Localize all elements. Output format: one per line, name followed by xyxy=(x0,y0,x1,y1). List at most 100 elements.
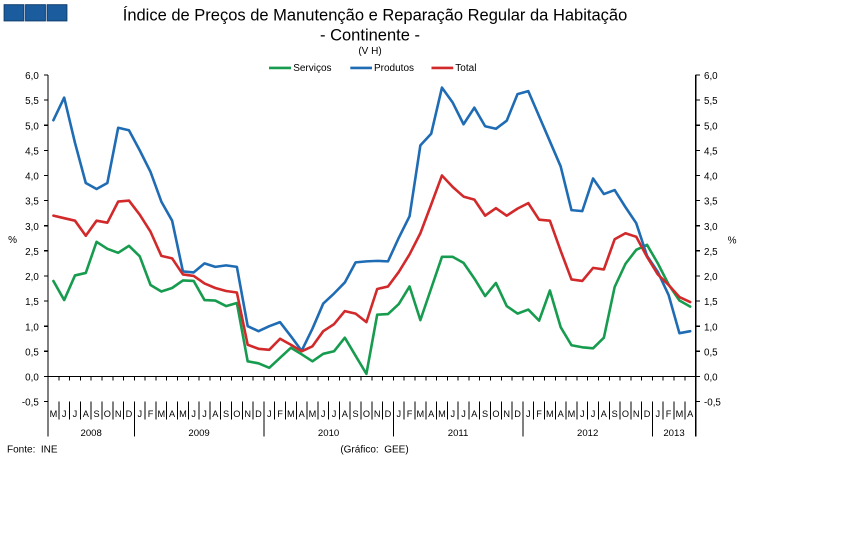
svg-text:Produtos: Produtos xyxy=(374,63,414,74)
svg-text:J: J xyxy=(137,409,142,419)
svg-text:D: D xyxy=(514,409,521,419)
svg-text:6,0: 6,0 xyxy=(25,71,39,82)
svg-text:J: J xyxy=(526,409,531,419)
svg-text:- Continente -: - Continente - xyxy=(320,26,420,44)
svg-text:D: D xyxy=(644,409,651,419)
svg-text:3,5: 3,5 xyxy=(704,197,718,208)
svg-text:S: S xyxy=(353,409,359,419)
svg-text:1,0: 1,0 xyxy=(25,322,39,333)
svg-text:4,5: 4,5 xyxy=(704,147,718,158)
svg-text:4,0: 4,0 xyxy=(704,172,718,183)
svg-text:J: J xyxy=(73,409,78,419)
svg-text:M: M xyxy=(287,409,295,419)
svg-text:F: F xyxy=(666,409,672,419)
svg-text:3,5: 3,5 xyxy=(25,197,39,208)
svg-text:2,0: 2,0 xyxy=(704,272,718,283)
svg-text:A: A xyxy=(169,409,176,419)
svg-text:O: O xyxy=(104,409,111,419)
svg-text:D: D xyxy=(126,409,133,419)
svg-text:M: M xyxy=(676,409,684,419)
svg-text:J: J xyxy=(321,409,326,419)
svg-text:N: N xyxy=(115,409,122,419)
svg-text:-0,5: -0,5 xyxy=(704,398,721,409)
svg-text:N: N xyxy=(374,409,381,419)
svg-text:%: % xyxy=(728,235,737,246)
svg-text:2,5: 2,5 xyxy=(25,247,39,258)
svg-text:4,0: 4,0 xyxy=(25,172,39,183)
svg-text:Serviços: Serviços xyxy=(293,63,331,74)
svg-text:J: J xyxy=(656,409,661,419)
svg-text:N: N xyxy=(633,409,640,419)
svg-text:J: J xyxy=(396,409,401,419)
svg-text:J: J xyxy=(591,409,596,419)
svg-text:0,0: 0,0 xyxy=(25,373,39,384)
svg-text:3,0: 3,0 xyxy=(25,222,39,233)
svg-text:1,0: 1,0 xyxy=(704,322,718,333)
svg-text:J: J xyxy=(461,409,466,419)
svg-text:F: F xyxy=(277,409,283,419)
svg-text:M: M xyxy=(309,409,317,419)
svg-text:0,5: 0,5 xyxy=(25,347,39,358)
svg-text:J: J xyxy=(580,409,585,419)
svg-text:2,5: 2,5 xyxy=(704,247,718,258)
svg-text:J: J xyxy=(450,409,455,419)
svg-text:Total: Total xyxy=(455,63,476,74)
svg-text:A: A xyxy=(471,409,478,419)
svg-text:2010: 2010 xyxy=(318,428,339,439)
svg-text:F: F xyxy=(536,409,542,419)
svg-text:2,0: 2,0 xyxy=(25,272,39,283)
svg-text:D: D xyxy=(385,409,392,419)
svg-text:A: A xyxy=(212,409,219,419)
svg-text:N: N xyxy=(244,409,251,419)
svg-text:5,0: 5,0 xyxy=(704,121,718,132)
svg-text:S: S xyxy=(612,409,618,419)
svg-text:S: S xyxy=(93,409,99,419)
svg-text:O: O xyxy=(363,409,370,419)
svg-text:O: O xyxy=(492,409,499,419)
svg-text:2013: 2013 xyxy=(663,428,684,439)
svg-text:1,5: 1,5 xyxy=(25,297,39,308)
svg-text:J: J xyxy=(62,409,67,419)
svg-text:2012: 2012 xyxy=(577,428,598,439)
svg-text:1,5: 1,5 xyxy=(704,297,718,308)
svg-text:0,0: 0,0 xyxy=(704,373,718,384)
svg-text:A: A xyxy=(687,409,694,419)
svg-text:S: S xyxy=(223,409,229,419)
svg-text:A: A xyxy=(558,409,565,419)
svg-text:2011: 2011 xyxy=(448,428,469,439)
svg-text:M: M xyxy=(417,409,425,419)
svg-text:6,0: 6,0 xyxy=(704,71,718,82)
svg-text:4,5: 4,5 xyxy=(25,147,39,158)
svg-text:A: A xyxy=(428,409,435,419)
svg-text:3,0: 3,0 xyxy=(704,222,718,233)
svg-text:0,5: 0,5 xyxy=(704,347,718,358)
svg-text:(Gráfico: GEE): (Gráfico: GEE) xyxy=(340,444,408,455)
svg-text:J: J xyxy=(202,409,207,419)
svg-text:A: A xyxy=(83,409,90,419)
svg-text:J: J xyxy=(267,409,272,419)
svg-text:F: F xyxy=(148,409,154,419)
svg-text:A: A xyxy=(299,409,306,419)
svg-text:2009: 2009 xyxy=(188,428,209,439)
svg-text:5,5: 5,5 xyxy=(704,96,718,107)
svg-text:M: M xyxy=(179,409,187,419)
svg-text:O: O xyxy=(233,409,240,419)
svg-text:J: J xyxy=(332,409,337,419)
svg-text:J: J xyxy=(191,409,196,419)
svg-text:M: M xyxy=(158,409,166,419)
svg-text:2008: 2008 xyxy=(81,428,102,439)
svg-text:M: M xyxy=(50,409,58,419)
svg-text:F: F xyxy=(407,409,413,419)
svg-text:M: M xyxy=(438,409,446,419)
svg-text:A: A xyxy=(601,409,608,419)
svg-text:A: A xyxy=(342,409,349,419)
svg-text:M: M xyxy=(568,409,576,419)
svg-text:O: O xyxy=(622,409,629,419)
svg-text:Fonte: INE: Fonte: INE xyxy=(7,444,58,455)
svg-text:Índice de Preços de Manutenção: Índice de Preços de Manutenção e Reparaç… xyxy=(123,5,628,24)
svg-text:(V H): (V H) xyxy=(358,46,381,57)
svg-text:M: M xyxy=(546,409,554,419)
svg-text:-0,5: -0,5 xyxy=(22,398,39,409)
svg-text:S: S xyxy=(482,409,488,419)
svg-text:N: N xyxy=(503,409,510,419)
